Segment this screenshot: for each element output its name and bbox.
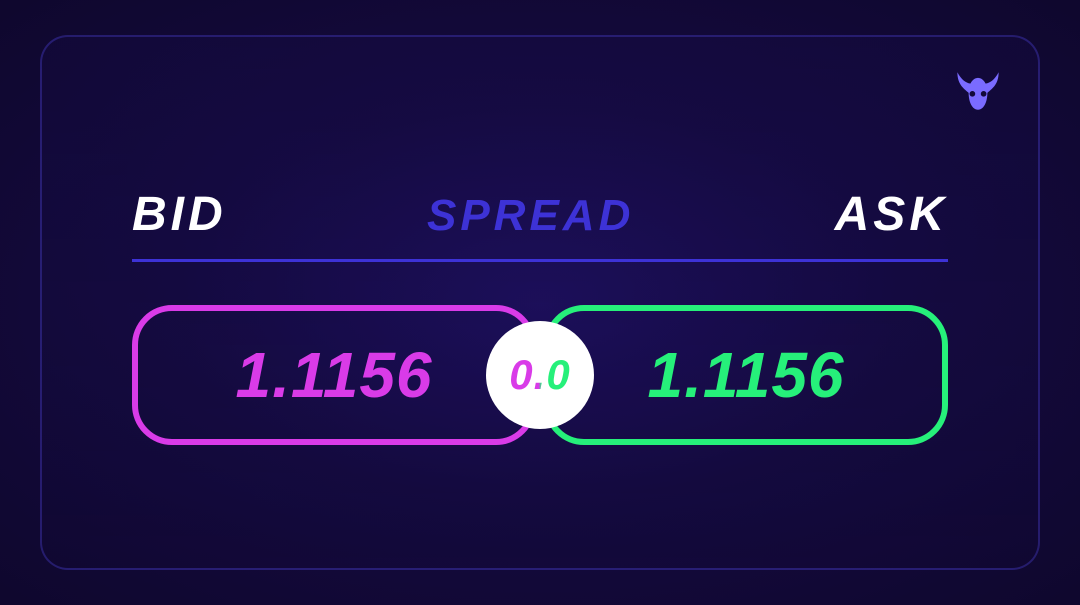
spread-value: 0.0 [509, 351, 570, 399]
bid-label: BID [132, 187, 227, 242]
ask-pill: 1.1156 [544, 305, 948, 445]
ask-value: 1.1156 [648, 338, 845, 412]
header-row: BID SPREAD ASK [132, 187, 948, 242]
ask-label: ASK [835, 187, 948, 242]
spread-badge: 0.0 [486, 321, 594, 429]
bull-icon [948, 61, 1008, 121]
header-divider [132, 259, 948, 262]
quote-panel: BID SPREAD ASK 1.1156 0.0 1.1156 [40, 35, 1040, 570]
quote-row: 1.1156 0.0 1.1156 [132, 305, 948, 445]
spread-label: SPREAD [427, 191, 634, 241]
bid-value: 1.1156 [236, 338, 433, 412]
bid-pill: 1.1156 [132, 305, 536, 445]
